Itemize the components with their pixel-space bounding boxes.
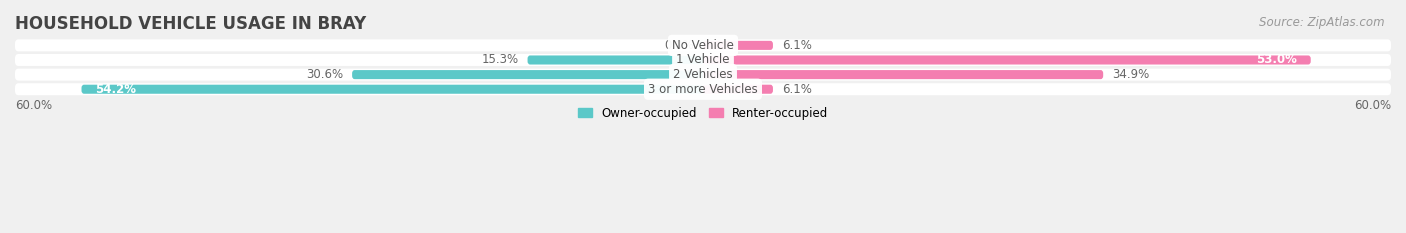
FancyBboxPatch shape bbox=[703, 41, 773, 50]
FancyBboxPatch shape bbox=[15, 69, 1391, 81]
FancyBboxPatch shape bbox=[703, 55, 1310, 65]
FancyBboxPatch shape bbox=[15, 83, 1391, 95]
Text: 2 Vehicles: 2 Vehicles bbox=[673, 68, 733, 81]
Text: 6.1%: 6.1% bbox=[782, 83, 813, 96]
Text: Source: ZipAtlas.com: Source: ZipAtlas.com bbox=[1260, 16, 1385, 29]
FancyBboxPatch shape bbox=[15, 39, 1391, 51]
Text: 34.9%: 34.9% bbox=[1112, 68, 1150, 81]
FancyBboxPatch shape bbox=[703, 85, 773, 94]
Legend: Owner-occupied, Renter-occupied: Owner-occupied, Renter-occupied bbox=[572, 102, 834, 124]
Text: 1 Vehicle: 1 Vehicle bbox=[676, 54, 730, 66]
Text: 53.0%: 53.0% bbox=[1256, 54, 1296, 66]
Text: No Vehicle: No Vehicle bbox=[672, 39, 734, 52]
Text: 15.3%: 15.3% bbox=[481, 54, 519, 66]
FancyBboxPatch shape bbox=[82, 85, 703, 94]
Text: 3 or more Vehicles: 3 or more Vehicles bbox=[648, 83, 758, 96]
Text: 0.0%: 0.0% bbox=[664, 39, 693, 52]
FancyBboxPatch shape bbox=[527, 55, 703, 65]
Text: 60.0%: 60.0% bbox=[15, 99, 52, 113]
FancyBboxPatch shape bbox=[703, 70, 1104, 79]
FancyBboxPatch shape bbox=[15, 54, 1391, 66]
Text: HOUSEHOLD VEHICLE USAGE IN BRAY: HOUSEHOLD VEHICLE USAGE IN BRAY bbox=[15, 15, 366, 33]
Text: 54.2%: 54.2% bbox=[96, 83, 136, 96]
Text: 30.6%: 30.6% bbox=[307, 68, 343, 81]
Text: 6.1%: 6.1% bbox=[782, 39, 813, 52]
Text: 60.0%: 60.0% bbox=[1354, 99, 1391, 113]
FancyBboxPatch shape bbox=[352, 70, 703, 79]
